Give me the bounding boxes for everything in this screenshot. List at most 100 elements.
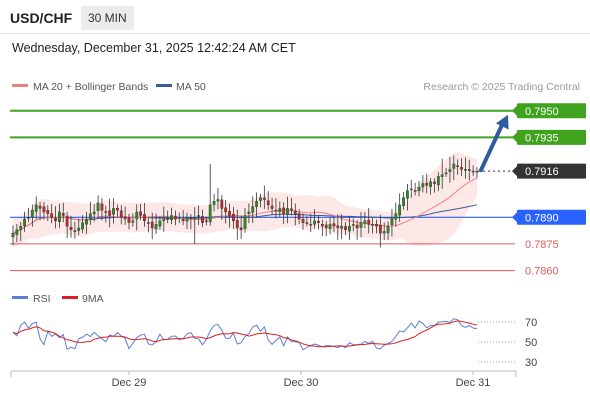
candle: [81, 215, 84, 234]
candle-body: [88, 213, 92, 219]
candle: [425, 173, 429, 194]
candle-body: [336, 225, 340, 229]
candle-body: [232, 213, 235, 222]
candle: [464, 157, 467, 179]
candle-body: [204, 220, 208, 223]
candle-body: [220, 199, 224, 209]
rsi-ma-line: [12, 320, 478, 348]
arrow-head: [496, 114, 509, 130]
forecast-arrow: [479, 114, 509, 173]
candle: [212, 193, 216, 212]
symbol-title: USD/CHF: [10, 10, 73, 26]
candle-body: [212, 201, 216, 205]
candle-body: [452, 163, 456, 169]
candle: [189, 213, 193, 230]
candle: [351, 218, 355, 232]
candle: [406, 184, 409, 211]
candle-body: [421, 183, 425, 188]
candle-body: [301, 218, 305, 223]
candle-body: [444, 172, 448, 175]
chart-header: USD/CHF 30 MIN: [0, 0, 590, 34]
candle-body: [286, 208, 289, 215]
candle: [262, 185, 266, 209]
candle: [96, 195, 100, 219]
candle: [286, 196, 289, 224]
candle: [278, 201, 282, 218]
level-label-pointer: [512, 166, 517, 177]
candle: [436, 172, 440, 192]
candle: [243, 208, 247, 233]
time-axis-label: Dec 31: [456, 377, 491, 389]
candle-body: [150, 221, 154, 229]
candle-body: [367, 219, 371, 225]
candle-body: [143, 214, 146, 222]
candle-body: [73, 230, 77, 232]
candle: [27, 207, 30, 223]
candle: [259, 193, 262, 208]
rsi-ma-legend-swatch: [62, 296, 78, 299]
candle: [139, 203, 142, 221]
candle: [421, 174, 425, 193]
level-label-box: [517, 103, 586, 119]
candle-body: [185, 217, 189, 222]
candle-body: [363, 220, 367, 224]
level-label-support: 0.7860: [525, 266, 559, 278]
candle-body: [425, 183, 429, 186]
candle-body: [104, 211, 108, 213]
candle-body: [309, 223, 313, 226]
candle: [65, 211, 69, 238]
level-label-resistance: 0.7935: [525, 132, 559, 144]
candle-body: [92, 211, 96, 215]
level-label-box: [517, 129, 586, 145]
candle: [305, 216, 309, 227]
candle-body: [119, 210, 123, 218]
candle-body: [375, 223, 378, 227]
candle-body: [85, 218, 88, 225]
candle: [251, 196, 255, 223]
candle: [247, 203, 251, 224]
candle-body: [417, 186, 421, 191]
candle: [359, 212, 363, 238]
candle: [19, 221, 23, 242]
timeframe-button[interactable]: 30 MIN: [81, 6, 134, 30]
candle: [143, 202, 146, 227]
candle: [232, 206, 235, 229]
candle: [162, 206, 166, 232]
candle: [42, 202, 46, 220]
candle: [467, 159, 471, 181]
candle-body: [440, 174, 444, 177]
level-label-current: 0.7916: [525, 166, 559, 178]
candle-body: [355, 224, 359, 229]
candle-body: [243, 215, 247, 229]
candle-body: [38, 205, 42, 209]
candle-body: [259, 197, 262, 201]
candle: [270, 197, 274, 215]
candle: [30, 204, 34, 227]
candle: [336, 214, 340, 240]
candle: [73, 221, 77, 239]
candle-body: [42, 206, 46, 213]
candle-body: [456, 165, 460, 167]
rsi-tick-label: 70: [525, 317, 537, 329]
candle-body: [208, 204, 212, 223]
candle: [58, 203, 61, 229]
candle-body: [278, 208, 282, 213]
candle-body: [409, 188, 413, 191]
candle: [100, 198, 104, 221]
candle: [228, 203, 231, 228]
candle-body: [293, 210, 297, 214]
candle: [34, 196, 38, 220]
candle: [46, 205, 50, 222]
candle-body: [359, 222, 363, 228]
candle: [23, 211, 26, 232]
candle-body: [77, 227, 81, 231]
candle: [320, 219, 324, 237]
candle-body: [239, 227, 243, 230]
candle-body: [386, 225, 390, 234]
candle-body: [320, 224, 324, 227]
candle-body: [328, 224, 332, 229]
candle: [54, 206, 57, 229]
candle-body: [174, 215, 177, 220]
candle-body: [436, 176, 440, 186]
